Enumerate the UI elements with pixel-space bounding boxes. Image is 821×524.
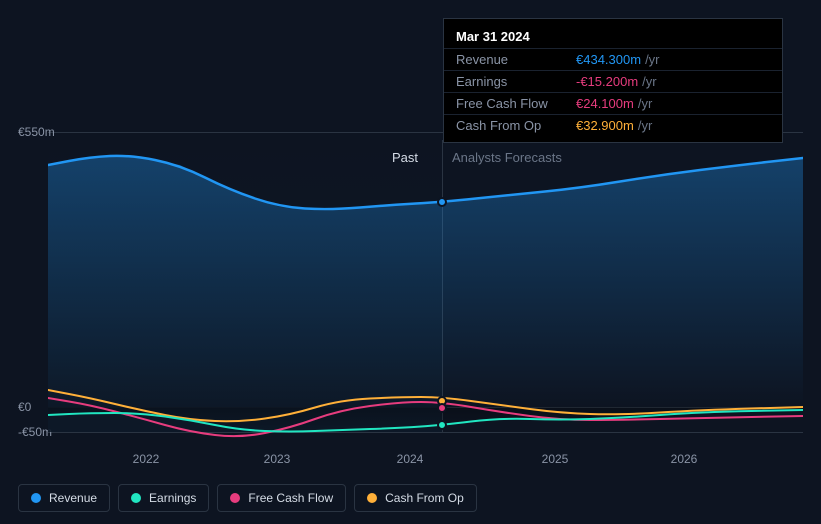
legend-item-earnings[interactable]: Earnings [118, 484, 209, 512]
tooltip-row: Cash From Op€32.900m/yr [444, 114, 782, 136]
tooltip-row-unit: /yr [642, 74, 656, 89]
legend-item-free_cash_flow[interactable]: Free Cash Flow [217, 484, 346, 512]
legend-label: Free Cash Flow [248, 491, 333, 505]
tooltip-row-value: €24.100m [576, 96, 634, 111]
marker-free_cash_flow[interactable] [437, 403, 447, 413]
legend-item-revenue[interactable]: Revenue [18, 484, 110, 512]
x-axis-label: 2023 [264, 452, 291, 466]
tooltip-row: Earnings-€15.200m/yr [444, 70, 782, 92]
x-axis-label: 2024 [397, 452, 424, 466]
revenue-area [48, 155, 803, 407]
tooltip-row-unit: /yr [645, 52, 659, 67]
tooltip-title: Mar 31 2024 [444, 25, 782, 48]
tooltip-row-unit: /yr [638, 96, 652, 111]
legend-swatch [31, 493, 41, 503]
y-axis-label: -€50m [18, 425, 52, 439]
legend-swatch [131, 493, 141, 503]
legend-label: Cash From Op [385, 491, 464, 505]
financials-chart: €550m €0 -€50m Past Analysts Forecasts 2… [0, 0, 821, 524]
x-axis-label: 2026 [671, 452, 698, 466]
chart-tooltip: Mar 31 2024 Revenue€434.300m/yrEarnings-… [443, 18, 783, 143]
legend-swatch [367, 493, 377, 503]
x-axis-label: 2022 [133, 452, 160, 466]
legend-label: Earnings [149, 491, 196, 505]
x-axis-label: 2025 [542, 452, 569, 466]
legend-swatch [230, 493, 240, 503]
tooltip-row-label: Revenue [456, 52, 576, 67]
tooltip-row-unit: /yr [638, 118, 652, 133]
tooltip-row-label: Cash From Op [456, 118, 576, 133]
chart-legend: Revenue Earnings Free Cash Flow Cash From O… [18, 484, 477, 512]
legend-label: Revenue [49, 491, 97, 505]
marker-earnings[interactable] [437, 420, 447, 430]
tooltip-row-value: €32.900m [576, 118, 634, 133]
y-axis-label: €0 [18, 400, 31, 414]
tooltip-row-value: €434.300m [576, 52, 641, 67]
tooltip-row: Revenue€434.300m/yr [444, 48, 782, 70]
tooltip-row-value: -€15.200m [576, 74, 638, 89]
marker-revenue[interactable] [437, 197, 447, 207]
tooltip-row-label: Free Cash Flow [456, 96, 576, 111]
tooltip-row-label: Earnings [456, 74, 576, 89]
tooltip-row: Free Cash Flow€24.100m/yr [444, 92, 782, 114]
legend-item-cash_from_op[interactable]: Cash From Op [354, 484, 477, 512]
